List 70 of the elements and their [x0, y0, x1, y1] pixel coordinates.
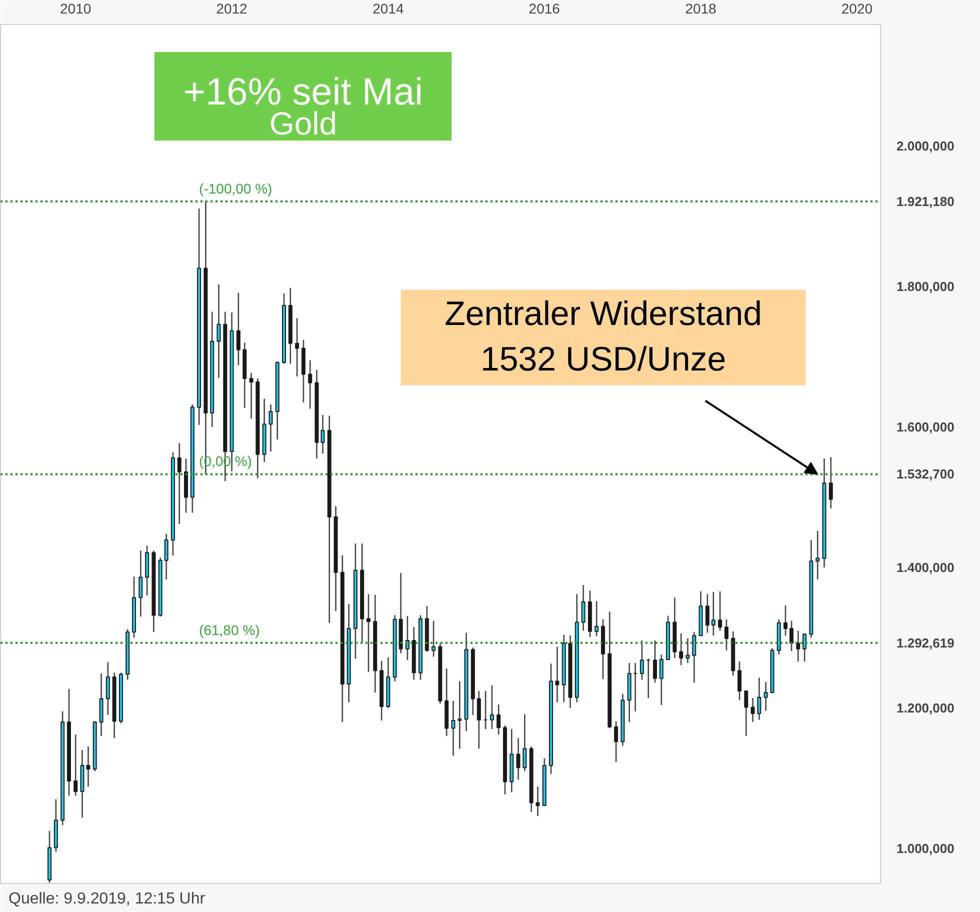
candlestick — [164, 533, 168, 580]
x-tick-label: 2012 — [216, 0, 248, 16]
candlestick — [802, 632, 807, 662]
candlestick — [451, 700, 456, 756]
candlestick — [581, 584, 586, 632]
candlestick — [614, 720, 618, 763]
candlestick — [692, 631, 696, 684]
y-tick-label: 2.000,000 — [896, 138, 954, 154]
x-tick-label: 2020 — [841, 0, 873, 16]
ref-line-label: 1.292,619 — [896, 635, 954, 650]
candlestick — [490, 684, 494, 730]
annotation: Zentraler Widerstand 1532 USD/Unze — [444, 294, 762, 379]
ref-line-label: 1.921,180 — [896, 194, 954, 209]
candlestick — [789, 620, 794, 652]
ref-line-label: 1.532,700 — [896, 466, 954, 482]
candlestick — [106, 662, 110, 716]
candlestick — [724, 618, 728, 651]
candlestick — [99, 672, 104, 737]
x-tick-label: 2014 — [372, 0, 404, 16]
candlestick — [476, 690, 481, 750]
candlestick — [816, 530, 820, 580]
candlestick — [516, 737, 520, 780]
y-tick-label: 1.200,000 — [896, 700, 954, 716]
candlestick — [432, 620, 436, 658]
candlestick — [764, 681, 768, 712]
candlestick — [555, 646, 560, 703]
candlestick — [828, 456, 833, 510]
candlestick — [705, 593, 710, 634]
candlestick — [138, 550, 143, 618]
candlestick — [405, 615, 410, 661]
candlestick — [522, 714, 527, 772]
candlestick — [652, 640, 657, 684]
candlestick — [796, 630, 800, 662]
candlestick — [236, 292, 240, 366]
candlestick — [750, 697, 755, 723]
annotation: (61,80 %) — [199, 622, 260, 638]
candlestick — [784, 604, 788, 636]
candlestick — [686, 638, 690, 664]
y-tick-label: 1.800,000 — [896, 278, 954, 294]
y-tick-label: 1.000,000 — [896, 840, 954, 856]
candlestick — [216, 284, 221, 378]
y-tick-label: 1.400,000 — [896, 560, 954, 575]
candlestick — [320, 414, 325, 454]
candlestick — [594, 600, 599, 637]
y-tick-label: 1.600,000 — [896, 419, 954, 434]
candlestick — [295, 317, 300, 378]
candlestick — [659, 654, 664, 706]
annotation: Gold — [269, 105, 338, 142]
candlestick — [496, 704, 501, 736]
candlestick — [718, 590, 722, 632]
x-tick-label: 2018 — [685, 0, 717, 16]
candlestick — [738, 660, 742, 701]
candlestick — [711, 591, 716, 636]
candlestick — [536, 786, 540, 817]
candlestick — [458, 680, 462, 750]
candlestick — [366, 593, 370, 673]
candlestick — [177, 442, 182, 525]
candlestick — [308, 360, 312, 410]
candlestick — [268, 404, 273, 452]
candlestick — [744, 690, 748, 737]
candlestick — [757, 677, 762, 720]
x-tick-label: 2010 — [60, 0, 92, 16]
candlestick — [640, 640, 644, 680]
annotation: (-100,00 %) — [199, 180, 272, 196]
candlestick — [86, 746, 90, 788]
candlestick — [249, 372, 254, 420]
candlestick — [74, 734, 78, 796]
x-tick-label: 2016 — [528, 0, 560, 16]
candlestick — [679, 632, 684, 666]
source-note: Quelle: 9.9.2019, 12:15 Uhr — [8, 890, 206, 908]
